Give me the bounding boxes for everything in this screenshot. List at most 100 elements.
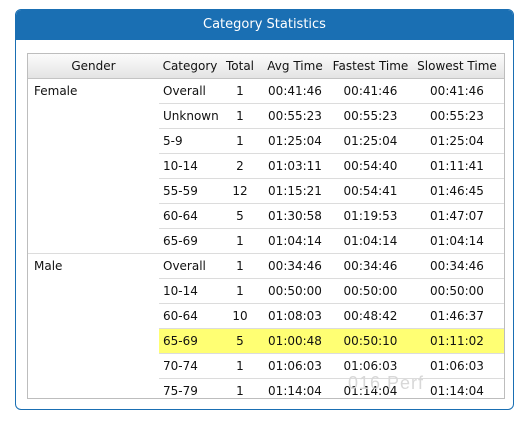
table-row[interactable]: 70-74 1 01:06:03 01:06:03 01:06:03 (28, 353, 504, 379)
cell-fastest-time: 00:54:40 (331, 153, 410, 179)
cell-avg-time: 00:34:46 (259, 253, 331, 279)
cell-fastest-time: 00:55:23 (331, 103, 410, 129)
cell-slowest-time: 01:46:37 (410, 303, 504, 329)
table-row[interactable]: 55-59 12 01:15:21 00:54:41 01:46:45 (28, 178, 504, 204)
table-row[interactable]: 65-69 1 01:04:14 01:04:14 01:04:14 (28, 228, 504, 254)
cell-gender (28, 304, 159, 329)
cell-category: 60-64 (159, 303, 221, 329)
cell-gender (28, 104, 159, 129)
cell-gender: Female (34, 84, 78, 99)
table-row[interactable]: 60-64 5 01:30:58 01:19:53 01:47:07 (28, 203, 504, 229)
category-statistics-panel: Category Statistics Gender Category Tota… (15, 9, 514, 410)
cell-avg-time: 00:55:23 (259, 103, 331, 129)
column-header-slowest-time[interactable]: Slowest Time (410, 54, 504, 79)
cell-fastest-time: 00:54:41 (331, 178, 410, 204)
cell-gender (28, 329, 159, 354)
statistics-table: Gender Category Total Avg Time Fastest T… (28, 54, 504, 399)
cell-total: 1 (221, 253, 259, 279)
table-row[interactable]: 10-14 2 01:03:11 00:54:40 01:11:41 (28, 153, 504, 179)
table-row[interactable]: 60-64 10 01:08:03 00:48:42 01:46:37 (28, 303, 504, 329)
table-row[interactable]: 5-9 1 01:25:04 01:25:04 01:25:04 (28, 128, 504, 154)
cell-category: 60-64 (159, 203, 221, 229)
cell-gender (28, 204, 159, 229)
cell-category: 65-69 (159, 228, 221, 254)
cell-fastest-time: 00:50:00 (331, 278, 410, 304)
cell-slowest-time: 00:41:46 (410, 78, 504, 104)
cell-total: 1 (221, 228, 259, 254)
table-row[interactable]: Female Overall 1 00:41:46 00:41:46 00:41… (28, 78, 504, 104)
cell-slowest-time: 01:11:02 (410, 328, 504, 354)
cell-category: 55-59 (159, 178, 221, 204)
cell-category: 70-74 (159, 353, 221, 379)
cell-avg-time: 00:50:00 (259, 278, 331, 304)
cell-category: 10-14 (159, 153, 221, 179)
cell-slowest-time: 00:55:23 (410, 103, 504, 129)
table-row[interactable]: 10-14 1 00:50:00 00:50:00 00:50:00 (28, 278, 504, 304)
cell-fastest-time: 01:19:53 (331, 203, 410, 229)
cell-gender (28, 354, 159, 379)
cell-avg-time: 01:08:03 (259, 303, 331, 329)
cell-gender (28, 154, 159, 179)
column-header-total[interactable]: Total (221, 54, 259, 79)
cell-total: 1 (236, 384, 244, 398)
cell-gender (28, 129, 159, 154)
cell-category: 75-79 (163, 384, 198, 398)
cell-avg-time: 01:14:04 (268, 384, 322, 398)
cell-category: 65-69 (159, 328, 221, 354)
cell-fastest-time: 01:14:04 (343, 384, 398, 398)
cell-gender (28, 229, 159, 254)
table-header-row: Gender Category Total Avg Time Fastest T… (28, 54, 504, 79)
cell-gender (28, 379, 159, 399)
cell-avg-time: 00:41:46 (259, 78, 331, 104)
cell-fastest-time: 00:41:46 (331, 78, 410, 104)
table-row-highlighted[interactable]: 65-69 5 01:00:48 00:50:10 01:11:02 (28, 328, 504, 354)
cell-category: Unknown (159, 103, 221, 129)
cell-slowest-time: 01:04:14 (410, 228, 504, 254)
cell-category: Overall (159, 78, 221, 104)
panel-title: Category Statistics (16, 10, 513, 40)
cell-total: 12 (221, 178, 259, 204)
cell-total: 5 (221, 328, 259, 354)
cell-total: 2 (221, 153, 259, 179)
cell-avg-time: 01:04:14 (259, 228, 331, 254)
cell-category: 5-9 (159, 128, 221, 154)
column-header-gender[interactable]: Gender (28, 54, 159, 79)
cell-avg-time: 01:06:03 (259, 353, 331, 379)
statistics-table-container: Gender Category Total Avg Time Fastest T… (27, 53, 505, 399)
cell-fastest-time: 01:06:03 (331, 353, 410, 379)
cell-fastest-time: 00:50:10 (331, 328, 410, 354)
cell-avg-time: 01:15:21 (259, 178, 331, 204)
cell-avg-time: 01:30:58 (259, 203, 331, 229)
table-row[interactable]: 75-79 1 01:14:04 01:14:04 01:14:04 (28, 379, 504, 399)
cell-fastest-time: 01:25:04 (331, 128, 410, 154)
column-header-avg-time[interactable]: Avg Time (259, 54, 331, 79)
cell-slowest-time: 00:50:00 (410, 278, 504, 304)
cell-slowest-time: 00:34:46 (410, 253, 504, 279)
column-header-fastest-time[interactable]: Fastest Time (331, 54, 410, 79)
cell-slowest-time: 01:25:04 (410, 128, 504, 154)
cell-total: 5 (221, 203, 259, 229)
cell-category: Overall (159, 253, 221, 279)
cell-fastest-time: 00:48:42 (331, 303, 410, 329)
cell-avg-time: 01:03:11 (259, 153, 331, 179)
cell-slowest-time: 01:06:03 (410, 353, 504, 379)
cell-slowest-time: 01:11:41 (410, 153, 504, 179)
cell-gender (28, 279, 159, 304)
cell-total: 1 (221, 103, 259, 129)
cell-total: 1 (221, 353, 259, 379)
cell-gender (28, 179, 159, 204)
column-header-category[interactable]: Category (159, 54, 221, 79)
cell-total: 1 (221, 278, 259, 304)
cell-avg-time: 01:00:48 (259, 328, 331, 354)
cell-slowest-time: 01:47:07 (410, 203, 504, 229)
cell-total: 1 (221, 78, 259, 104)
table-row[interactable]: Unknown 1 00:55:23 00:55:23 00:55:23 (28, 103, 504, 129)
cell-fastest-time: 01:04:14 (331, 228, 410, 254)
cell-total: 1 (221, 128, 259, 154)
cell-slowest-time: 01:46:45 (410, 178, 504, 204)
cell-fastest-time: 00:34:46 (331, 253, 410, 279)
cell-avg-time: 01:25:04 (259, 128, 331, 154)
cell-total: 10 (221, 303, 259, 329)
cell-category: 10-14 (159, 278, 221, 304)
table-row[interactable]: Male Overall 1 00:34:46 00:34:46 00:34:4… (28, 253, 504, 279)
